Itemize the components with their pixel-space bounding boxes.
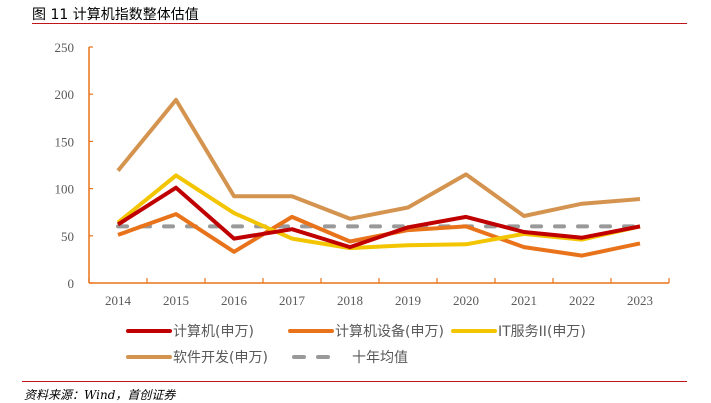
x-tick-label: 2017 — [279, 293, 306, 308]
x-tick-label: 2022 — [569, 293, 595, 308]
legend: 计算机(申万) 计算机设备(申万) IT服务II(申万) 软件开发(申万) 十年均值 — [126, 323, 586, 366]
series-group — [116, 97, 642, 258]
legend-item: IT服务II(申万) — [451, 324, 586, 340]
source-note: 资料来源：Wind，首创证券 — [24, 388, 176, 402]
legend-label: 计算机(申万) — [173, 324, 254, 340]
y-tick-label: 150 — [55, 134, 75, 149]
y-tick-label: 0 — [68, 276, 75, 291]
y-tick-label: 250 — [55, 40, 75, 55]
series-line-0 — [116, 185, 641, 250]
legend-item: 计算机(申万) — [126, 324, 254, 340]
legend-item: 十年均值 — [292, 350, 408, 366]
legend-item: 计算机设备(申万) — [288, 323, 444, 340]
legend-label: 十年均值 — [352, 350, 408, 366]
legend-label: 软件开发(申万) — [173, 350, 268, 366]
y-tick-label: 200 — [55, 87, 75, 102]
source-divider — [22, 381, 687, 382]
axes: 0 50 100 150 200 250 2014 2015 2016 2017 2018 2019 2… — [55, 40, 670, 308]
legend-label: 计算机设备(申万) — [335, 323, 444, 340]
series-line-3 — [116, 97, 641, 221]
x-tick-label: 2016 — [221, 293, 248, 308]
legend-label: IT服务II(申万) — [498, 324, 586, 340]
title-divider — [32, 23, 687, 24]
x-tick-label: 2018 — [337, 293, 363, 308]
y-tick-label: 100 — [55, 182, 75, 197]
x-tick-label: 2021 — [511, 293, 537, 308]
x-tick-label: 2015 — [163, 293, 189, 308]
x-tick-label: 2020 — [453, 293, 479, 308]
x-tick-label: 2023 — [627, 293, 653, 308]
figure-title: 图 11 计算机指数整体估值 — [32, 7, 199, 23]
x-tick-label: 2019 — [395, 293, 421, 308]
y-tick-label: 50 — [61, 229, 74, 244]
x-tick-label: 2014 — [105, 293, 132, 308]
legend-item: 软件开发(申万) — [126, 350, 268, 366]
